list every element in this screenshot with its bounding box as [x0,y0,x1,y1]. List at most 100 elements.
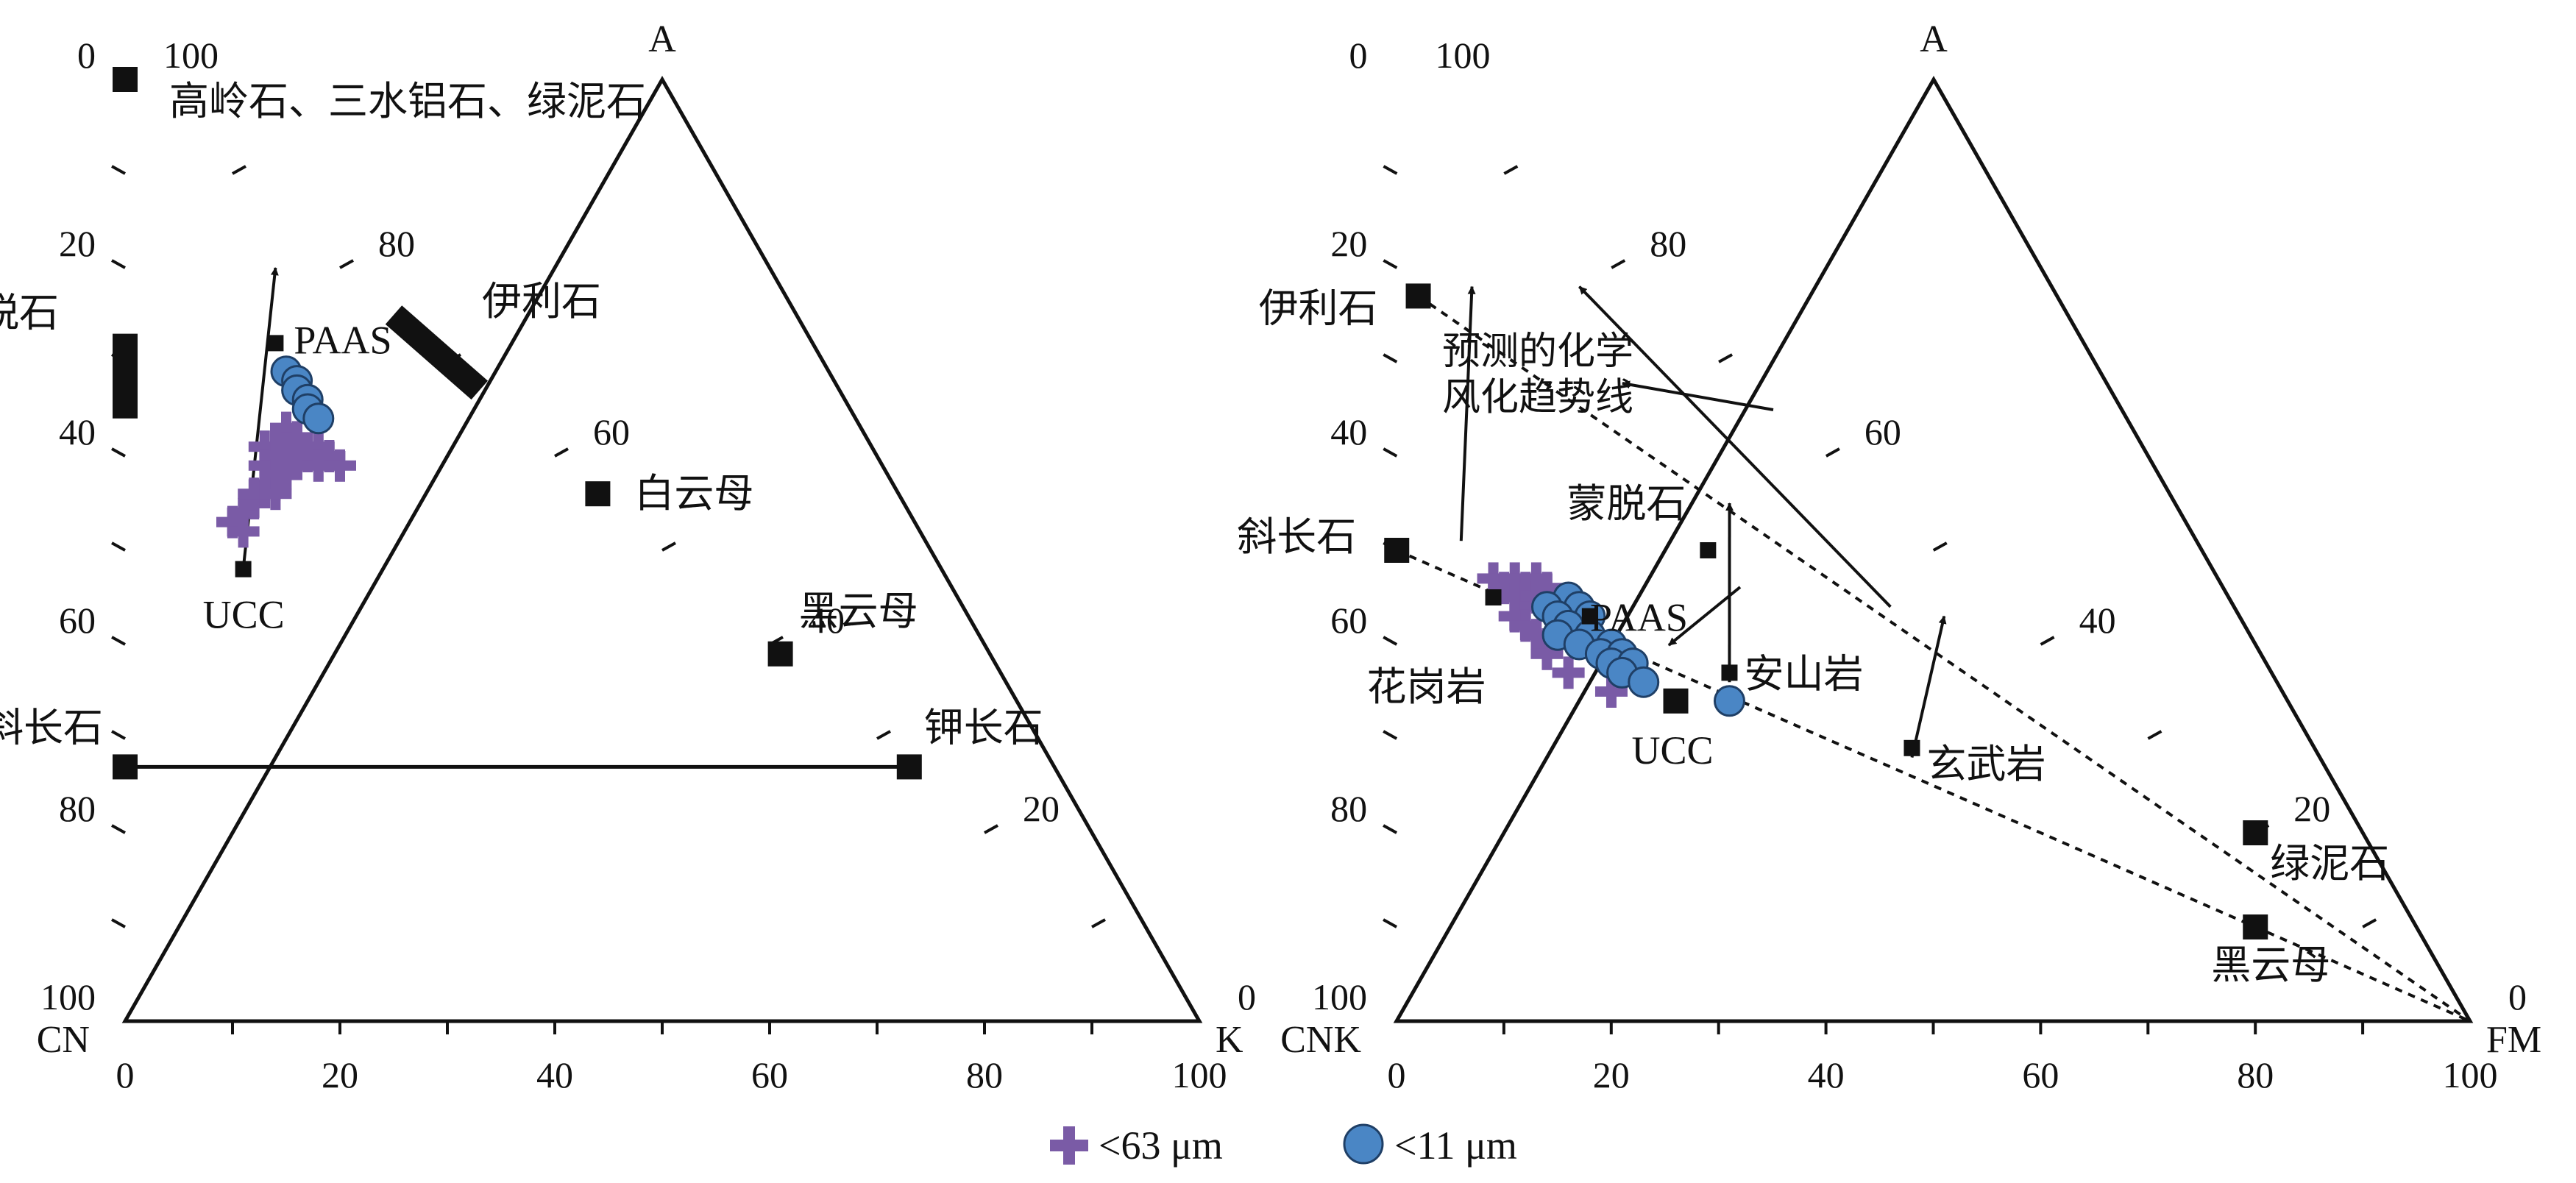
reference-label: 黑云母 [799,589,918,633]
left-tick [1383,447,1398,458]
left-tick-label: 20 [1330,223,1367,264]
reference-marker [267,335,284,352]
reference-label: PAAS [1590,596,1688,640]
left-ternary-chart: 0 20 40 60 80 100 0 20 40 60 80 100 0 20 40 60 80 100 A CN K… [0,18,1256,1095]
bottom-tick-label: 40 [536,1054,573,1095]
right-tick-label: 60 [1864,411,1901,452]
right-tick [1718,353,1734,363]
left-tick [1383,636,1398,646]
reference-marker [585,481,611,507]
bottom-tick-label: 0 [1388,1054,1406,1095]
right-tick-label: 0 [2508,976,2527,1017]
legend-plus-label: <63 μm [1099,1123,1223,1168]
right-tick-label: 40 [808,600,845,641]
left-tick-label: 80 [1330,788,1367,829]
reference-label: 黑云母 [2211,943,2330,987]
left-tick-label: 60 [1330,600,1367,641]
left-tick [111,824,126,834]
left-tick [111,165,126,175]
granite-arrow [1667,586,1742,647]
data-point-circle [1713,685,1745,717]
annotation-label: 预测的化学风化趋势线 [1442,331,1633,419]
reference-marker [2243,820,2268,845]
right-tick [876,730,891,740]
weathering-arrow [1578,285,1892,608]
data-point-circle [1628,666,1660,698]
legend-circle-marker [1343,1123,1384,1165]
left-tick-label: 0 [77,35,96,76]
data-point-plus [1594,675,1628,708]
reference-label: 白云母 [634,472,753,516]
reference-label: 蒙脱石 [0,291,59,335]
right-tick [1825,447,1840,458]
left-tick [111,730,126,740]
left-tick-label: 80 [59,788,96,829]
left-tick [111,447,126,458]
data-point-plus [324,449,356,482]
reference-label: 斜长石 [1237,515,1356,559]
right-tick [661,541,676,552]
corner-label-top: A [1920,18,1948,60]
right-tick [1611,259,1626,269]
reference-label: UCC [1632,728,1714,772]
left-tick-label: 0 [1349,35,1368,76]
reference-label: 斜长石 [0,706,103,750]
left-tick-label: 20 [59,223,96,264]
left-tick [111,541,126,552]
right-tick [1932,541,1948,552]
left-tick [1383,259,1398,269]
right-tick-label: 20 [1023,788,1060,829]
reference-label: 伊利石 [482,280,601,324]
reference-label: 高岭石、三水铝石、绿泥石 [169,79,646,124]
reference-label: 玄武岩 [1926,742,2045,786]
bottom-tick-label: 60 [2022,1054,2059,1095]
weathering-arrow [1459,285,1476,541]
reference-marker [235,561,252,578]
reference-label: 花岗岩 [1367,665,1486,709]
reference-marker [1721,664,1738,681]
right-tick-label: 40 [2079,600,2116,641]
reference-marker [896,754,922,780]
bottom-tick-label: 0 [116,1054,135,1095]
bottom-tick-label: 40 [1808,1054,1845,1095]
reference-label: 安山岩 [1744,652,1863,696]
reference-label: 钾长石 [924,706,1043,750]
bottom-tick-label: 80 [2237,1054,2274,1095]
left-tick [1383,918,1398,928]
left-tick [1383,730,1398,740]
right-tick [984,824,998,834]
reference-marker [1405,283,1431,309]
right-tick [554,447,569,458]
corner-label-top: A [648,18,676,60]
left-tick [111,259,126,269]
data-point-plus [280,430,313,463]
bottom-tick-label: 20 [322,1054,358,1095]
left-tick [1383,165,1398,175]
legend: <63 μm <11 μm [1050,1123,1517,1168]
right-tick [1503,165,1519,175]
reference-marker [1581,608,1598,625]
legend-circle-label: <11 μm [1394,1123,1517,1168]
weathering-arrow [1910,615,1947,759]
corner-label-right: K [1216,1019,1243,1061]
bottom-tick-label: 80 [966,1054,1003,1095]
left-tick [1383,824,1398,834]
left-tick-label: 60 [59,600,96,641]
reference-marker [1384,538,1410,563]
left-tick [111,918,126,928]
corner-label-right: FM [2486,1019,2541,1061]
left-tick [111,636,126,646]
left-tick-label: 40 [59,411,96,452]
bottom-tick-label: 20 [1593,1054,1630,1095]
right-tick-label: 80 [1650,223,1686,264]
right-tick [1091,918,1106,928]
left-tick-label: 100 [40,976,96,1017]
reference-marker [1903,739,1920,756]
right-tick [2040,636,2055,646]
right-tick-label: 100 [163,35,219,76]
left-tick-label: 40 [1330,411,1367,452]
data-point-plus [259,477,292,511]
right-tick-label: 100 [1436,35,1491,76]
reference-label: UCC [203,593,285,637]
